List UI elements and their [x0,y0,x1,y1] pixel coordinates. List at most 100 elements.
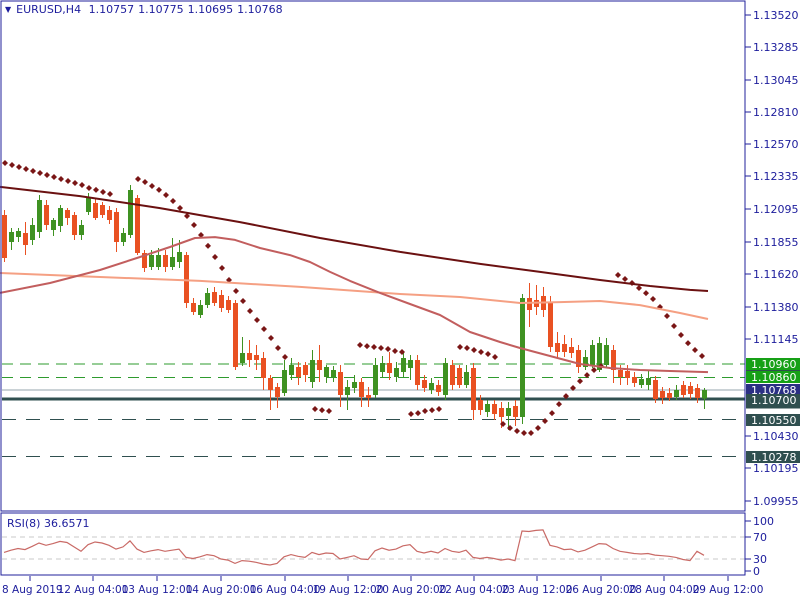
sar-dot [163,191,169,198]
candle [702,389,707,399]
price-axis-label: 1.13045 [753,74,799,87]
price-badge-value: 1.10960 [751,358,797,371]
collapse-triangle-icon[interactable]: ▼ [5,5,12,14]
candle [268,378,273,391]
price-axis[interactable]: 1.13520 1.13285 1.13045 1.12810 1.12570 1.123… [745,9,799,508]
sar-dot [378,344,384,351]
candle [303,365,308,376]
sar-dot [650,296,656,303]
sar-dot [436,406,442,413]
sar-dot [254,317,260,324]
candle [51,220,56,230]
sar-dot [385,346,391,353]
candle [429,382,434,391]
time-axis-label: 12 Aug 04:00 [58,584,129,596]
sar-dot [282,353,288,360]
candle [37,200,42,233]
candle [324,367,329,377]
candle [107,209,112,221]
candle [163,255,168,268]
rsi-axis-label: 30 [753,553,767,566]
candle [646,378,651,386]
candle [457,367,462,386]
candle [660,391,665,398]
candle [681,385,686,396]
sar-dot [135,176,141,183]
sar-dot [415,410,421,417]
candle [198,305,203,315]
sar-dot [240,297,246,304]
candle [79,224,84,236]
sar-dot [268,335,274,342]
price-axis-label: 1.12095 [753,203,799,216]
sar-dot [542,417,548,424]
sar-dot [198,232,204,239]
candle [639,379,644,386]
sar-dot [219,264,225,271]
time-axis-label: 19 Aug 12:00 [313,584,384,596]
candle [338,372,343,396]
sar-dot [72,179,78,186]
candle [471,367,476,411]
price-axis-label: 1.10430 [753,430,799,443]
sar-dot [492,353,498,360]
candle [492,404,497,415]
time-axis-label: 14 Aug 20:00 [186,584,257,596]
sar-dot [699,353,705,360]
candle [366,395,371,399]
sar-dot [312,406,318,413]
candle [373,365,378,396]
sar-dot [191,221,197,228]
candle [247,353,252,361]
candle [653,379,658,400]
candle [44,205,49,225]
sar-dot [615,271,621,278]
symbol-timeframe-label: EURUSD,H4 [16,3,82,16]
candle [499,408,504,418]
candle [114,212,119,242]
rsi-axis[interactable]: 100 70 300 [745,515,774,578]
sar-dot [457,344,463,351]
candle [100,205,105,215]
price-axis-label: 1.11145 [753,333,799,346]
price-axis-label: 1.11380 [753,301,799,314]
ma-medium [0,272,709,320]
sar-dot [500,420,506,427]
candle [23,232,28,245]
candle [212,291,217,304]
candle [261,358,266,379]
rsi-line [3,529,705,566]
time-axis-label: 22 Aug 04:00 [439,584,510,596]
candle [625,370,630,379]
candle [240,353,245,364]
candle [436,385,441,393]
sar-dot [584,372,590,379]
candle [401,358,406,373]
candle [275,387,280,398]
ohlc-close-value: 1.10768 [237,3,283,16]
candle [86,197,91,213]
candle [331,370,336,377]
sar-dot [577,378,583,385]
ma-fast [0,236,709,374]
candle [65,210,70,218]
parabolic-sar-dots [2,159,705,436]
candle [310,360,315,383]
candle [667,393,672,399]
candle [317,360,322,371]
candle [569,347,574,354]
sar-dot [16,164,22,171]
candle [422,379,427,389]
candle [226,300,231,310]
sar-dot [622,276,628,283]
sar-dot [65,177,71,184]
rsi-name: RSI(8) [7,517,41,530]
sar-dot [233,288,239,295]
sar-dot [429,407,435,414]
candle [254,355,259,361]
chart-title: ▼ EURUSD,H4 1.10757 1.10775 1.10695 1.10768 [5,3,287,16]
candle [618,370,623,377]
candle [359,382,364,398]
